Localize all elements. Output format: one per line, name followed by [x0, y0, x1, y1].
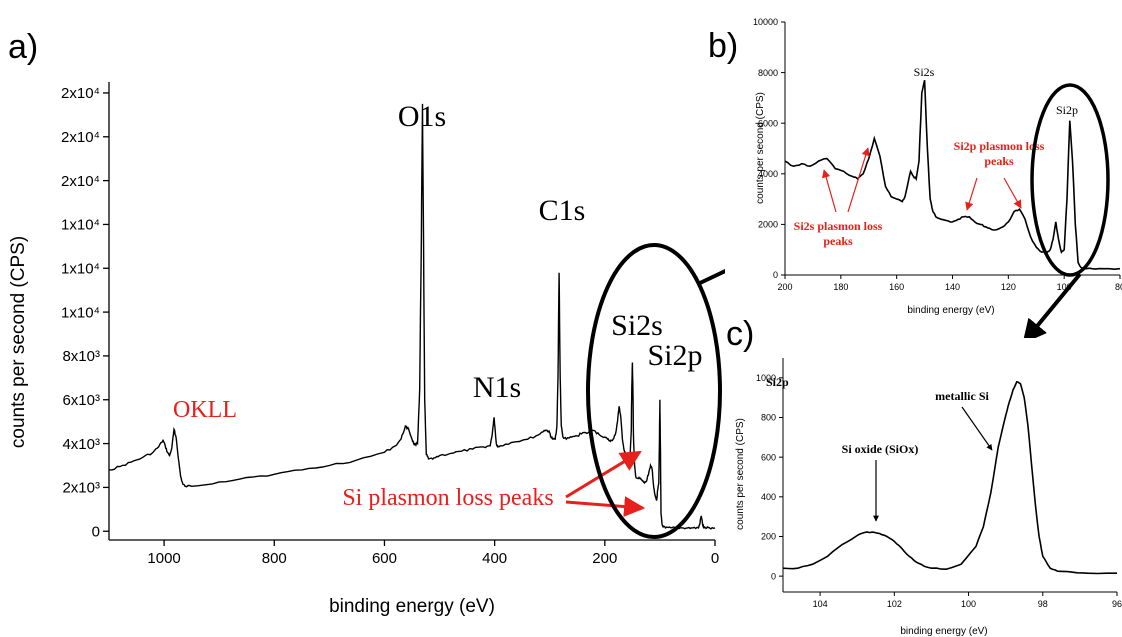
y-tick-label: 10000: [753, 17, 778, 27]
panel-b-arrow-si2p-1: [965, 177, 978, 211]
panel-b-si2s-label: Si2s: [914, 65, 935, 79]
panel-b-x-ticks: 200 180 160 140 120 100 80: [777, 275, 1122, 292]
connector-arrow-b-to-c: [1022, 272, 1082, 344]
peak-label-n1s: N1s: [473, 371, 521, 404]
y-tick-label: 2000: [758, 220, 778, 230]
x-tick-label: 400: [482, 550, 507, 567]
x-tick-label: 80: [1115, 282, 1122, 292]
panel-a-axes: [108, 82, 715, 541]
y-tick-label: 0: [92, 523, 100, 540]
panel-c-x-axis-label: binding energy (eV): [900, 626, 987, 637]
peak-label-o1s: O1s: [398, 100, 446, 133]
panel-c-arrow-metallic: [961, 406, 993, 451]
panel-b-si2s-plasmon-label: Si2s plasmon loss peaks: [794, 219, 883, 248]
x-tick-label: 96: [1112, 599, 1122, 609]
y-tick-label: 4000: [758, 169, 778, 179]
panel-c-y-axis-label: counts per second (CPS): [735, 418, 746, 530]
x-tick-label: 104: [813, 599, 828, 609]
panel-b-si2p-plasmon-label: Si2p plasmon loss peaks: [954, 139, 1045, 168]
panel-c-letter: c): [726, 315, 754, 353]
x-tick-label: 1000: [147, 550, 180, 567]
panel-c: c) 0 200 400 600 800 1000 104 102 100 98 96 bindi…: [725, 315, 1122, 637]
x-tick-label: 800: [262, 550, 287, 567]
panel-b-letter: b): [708, 27, 738, 65]
x-tick-label: 102: [887, 599, 902, 609]
x-tick-label: 180: [833, 282, 848, 292]
panel-b-y-ticks: 0 2000 4000 6000 8000 10000: [753, 17, 785, 280]
x-tick-label: 100: [961, 599, 976, 609]
peak-label-okll: OKLL: [173, 397, 237, 423]
panel-c-si-oxide-label: Si oxide (SiOx): [842, 442, 919, 456]
plasmon-arrow-lower: [565, 496, 646, 517]
y-tick-label: 2x10⁴: [61, 85, 100, 102]
y-tick-label: 2x10⁴: [61, 173, 100, 190]
y-tick-label: 4x10³: [62, 436, 100, 453]
y-tick-label: 0: [771, 571, 776, 581]
y-tick-label: 1x10⁴: [61, 261, 100, 278]
y-tick-label: 200: [761, 532, 776, 542]
x-tick-label: 100: [1057, 282, 1072, 292]
panel-b-arrow-si2p-2: [1003, 177, 1022, 209]
panel-a-x-ticks: 1000 800 600 400 200 0: [147, 540, 719, 567]
y-tick-label: 6000: [758, 118, 778, 128]
panel-c-x-ticks: 104 102 100 98 96: [813, 592, 1122, 609]
panel-b-si2p-label: Si2p: [1056, 103, 1078, 117]
y-tick-label: 6x10³: [62, 392, 100, 409]
panel-c-si2p-label: Si2p: [766, 375, 789, 389]
x-tick-label: 98: [1038, 599, 1048, 609]
peak-label-c1s: C1s: [539, 194, 586, 227]
y-tick-label: 0: [773, 270, 778, 280]
panel-a-x-axis-label: binding energy (eV): [329, 596, 495, 617]
x-tick-label: 160: [889, 282, 904, 292]
panel-b-arrow-si2s-1: [822, 169, 837, 213]
y-tick-label: 800: [761, 413, 776, 423]
y-tick-label: 1x10⁴: [61, 304, 100, 321]
y-tick-label: 1x10⁴: [61, 217, 100, 234]
highlight-ellipse-a: [586, 243, 722, 539]
y-tick-label: 400: [761, 492, 776, 502]
plasmon-arrow-upper: [565, 450, 642, 499]
x-tick-label: 120: [1001, 282, 1016, 292]
x-tick-label: 140: [945, 282, 960, 292]
panel-a-y-axis-label: counts per second (CPS): [8, 236, 29, 448]
y-tick-label: 2x10⁴: [61, 129, 100, 146]
y-tick-label: 2x10³: [62, 480, 100, 497]
panel-c-spectrum-line: [782, 380, 1117, 575]
peak-label-si2s: Si2s: [611, 309, 663, 342]
y-tick-label: 8000: [758, 68, 778, 78]
y-tick-label: 8x10³: [62, 348, 100, 365]
x-tick-label: 200: [777, 282, 792, 292]
x-tick-label: 600: [372, 550, 397, 567]
y-tick-label: 600: [761, 452, 776, 462]
panel-b-spectrum-line: [784, 80, 1121, 271]
panel-c-axes: [782, 358, 1117, 593]
highlight-ellipse-b: [1030, 83, 1110, 277]
panel-b-arrow-si2s-2: [847, 147, 870, 213]
panel-b-x-axis-label: binding energy (eV): [907, 305, 994, 316]
panel-a-spectrum-line: [109, 103, 716, 530]
panel-b-y-axis-label: counts per second (CPS): [755, 92, 766, 204]
panel-c-background: [725, 338, 1122, 637]
plasmon-loss-label: Si plasmon loss peaks: [342, 485, 553, 511]
x-tick-label: 0: [711, 550, 719, 567]
panel-b: b) 0 2000 4000 6000 8000 10000 200 180 160 140 12…: [708, 12, 1122, 322]
y-tick-label: 1000: [756, 373, 776, 383]
x-tick-label: 200: [592, 550, 617, 567]
panel-c-y-ticks: 0 200 400 600 800 1000: [756, 373, 783, 581]
panel-a: a) 0 2x10³ 4x10³ 6x10³ 8x10³ 1x10⁴ 1x10⁴ 1x10⁴ 2…: [8, 28, 722, 617]
panel-a-letter: a): [8, 28, 38, 66]
panel-c-metallic-si-label: metallic Si: [935, 389, 989, 403]
peak-label-si2p: Si2p: [647, 339, 702, 372]
panel-a-y-ticks: 0 2x10³ 4x10³ 6x10³ 8x10³ 1x10⁴ 1x10⁴ 1x10⁴ 2x10…: [61, 85, 109, 540]
